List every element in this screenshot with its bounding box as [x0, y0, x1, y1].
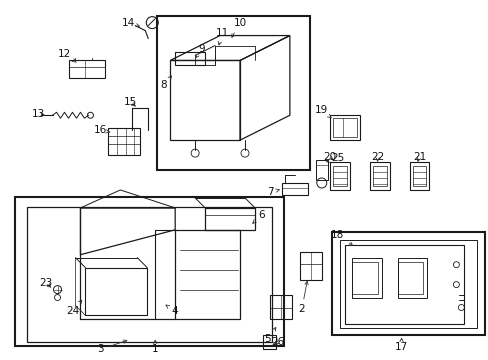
Text: 22: 22: [370, 152, 384, 162]
Text: 24: 24: [66, 300, 81, 316]
Text: 13: 13: [32, 109, 45, 119]
Text: 7: 7: [266, 187, 279, 197]
Bar: [339, 240, 476, 328]
Text: 14: 14: [122, 18, 139, 28]
Bar: [15, 197, 284, 346]
Text: 6: 6: [252, 210, 264, 223]
Bar: [351, 258, 381, 298]
Text: 17: 17: [394, 338, 407, 352]
Text: 12: 12: [58, 49, 76, 62]
Text: 25: 25: [326, 153, 344, 163]
Text: 9: 9: [195, 44, 205, 58]
Text: 15: 15: [123, 97, 137, 107]
Text: 23: 23: [39, 278, 52, 288]
Text: 8: 8: [160, 76, 171, 90]
Text: 3: 3: [97, 340, 126, 354]
Bar: [351, 262, 377, 293]
Bar: [397, 262, 423, 293]
Bar: [397, 258, 427, 298]
Text: 5: 5: [264, 328, 275, 345]
Text: 18: 18: [330, 230, 352, 246]
Text: 20: 20: [323, 152, 336, 162]
Bar: [26, 207, 271, 342]
Bar: [85, 268, 147, 315]
Text: 4: 4: [165, 305, 178, 316]
Text: 19: 19: [314, 105, 330, 118]
Text: 16: 16: [94, 125, 110, 135]
Text: 21: 21: [412, 152, 425, 162]
Bar: [331, 232, 484, 336]
Text: 1: 1: [152, 340, 158, 354]
Text: 2: 2: [298, 281, 307, 315]
Text: 11: 11: [215, 28, 228, 45]
Text: 10: 10: [231, 18, 246, 37]
Text: 26: 26: [271, 337, 284, 347]
Bar: [315, 160, 327, 180]
Bar: [157, 15, 309, 170]
